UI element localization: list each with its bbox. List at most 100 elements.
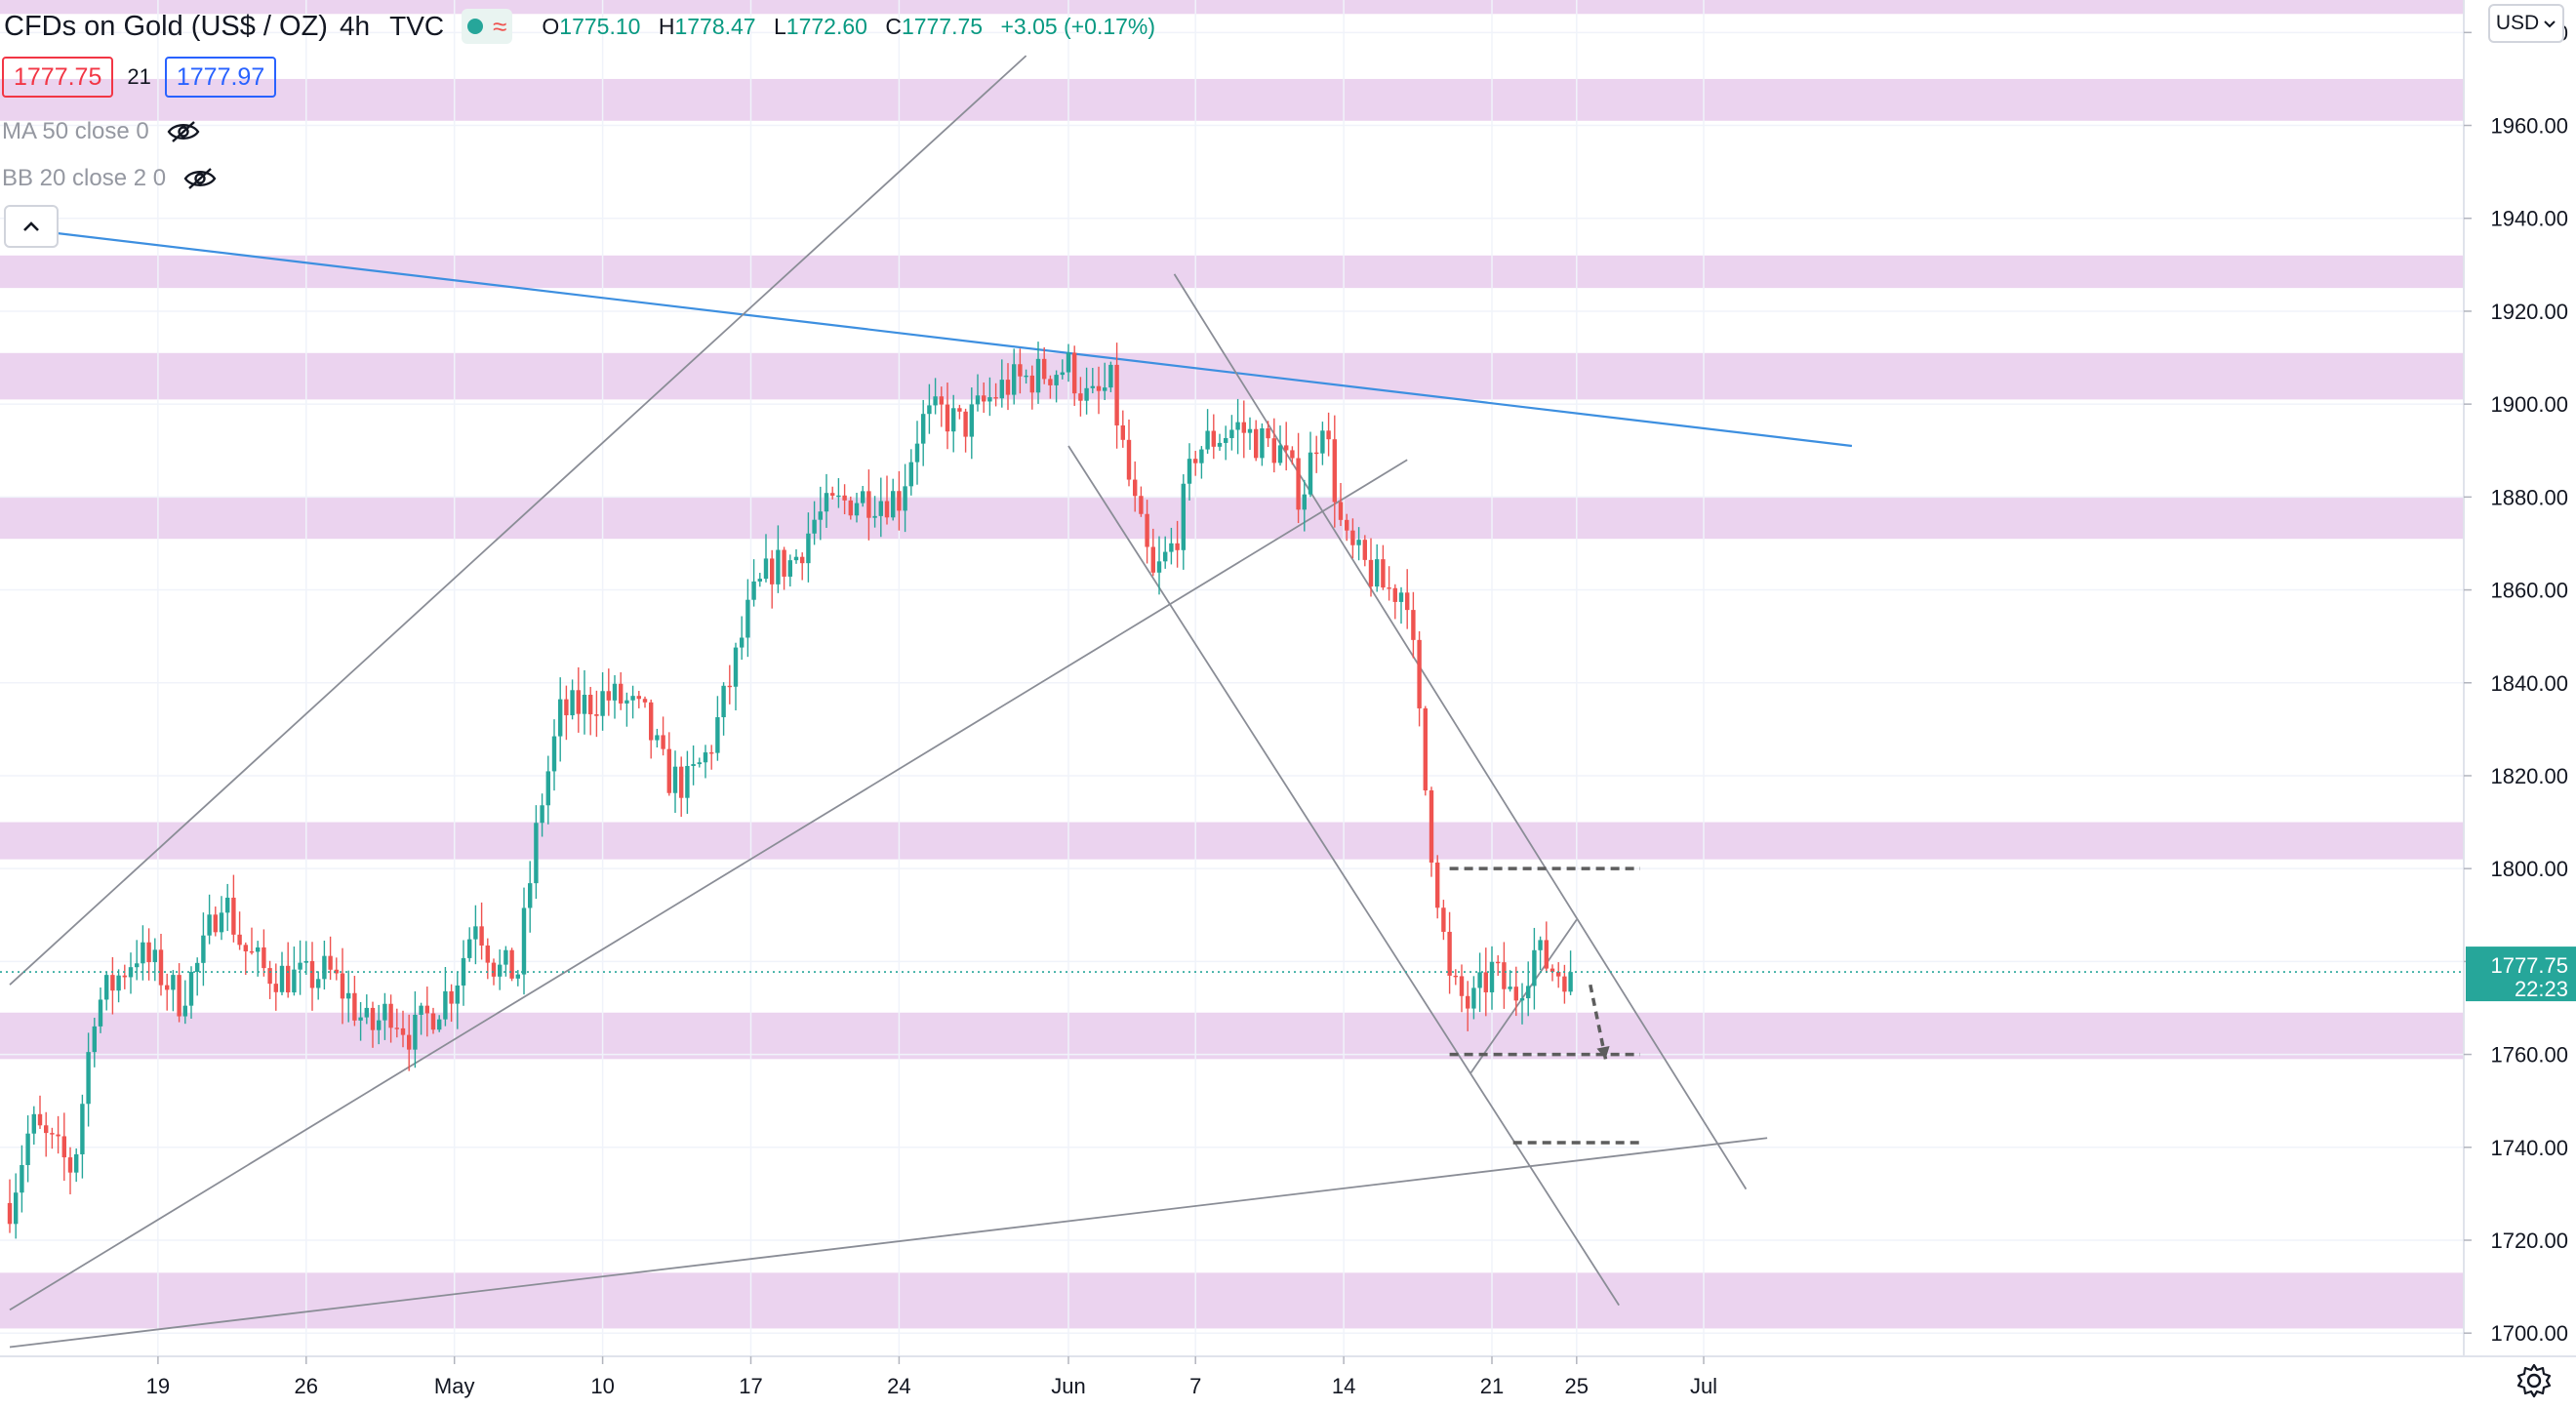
candle[interactable]: [666, 732, 671, 796]
trendline[interactable]: [9, 1137, 1768, 1349]
candle[interactable]: [891, 478, 896, 521]
candle[interactable]: [619, 671, 624, 710]
candle[interactable]: [1211, 414, 1216, 460]
candle[interactable]: [751, 559, 756, 607]
candle[interactable]: [745, 579, 750, 658]
candle[interactable]: [1356, 527, 1361, 561]
trendline[interactable]: [9, 459, 1408, 1311]
candle[interactable]: [685, 750, 690, 815]
candle[interactable]: [1568, 950, 1573, 995]
candle[interactable]: [1193, 451, 1198, 476]
candle[interactable]: [1096, 366, 1102, 415]
candle[interactable]: [818, 486, 823, 541]
candle[interactable]: [1387, 566, 1391, 601]
candle[interactable]: [394, 1008, 399, 1038]
trendline-blue[interactable]: [9, 226, 1853, 448]
candle[interactable]: [1405, 569, 1410, 629]
candle[interactable]: [177, 963, 181, 1023]
candle[interactable]: [37, 1095, 43, 1129]
candle[interactable]: [430, 1007, 436, 1034]
candle[interactable]: [1060, 359, 1065, 380]
candle[interactable]: [1290, 446, 1295, 465]
candle[interactable]: [1477, 952, 1482, 1013]
candle[interactable]: [1241, 400, 1246, 459]
candle[interactable]: [703, 745, 708, 779]
candle[interactable]: [231, 874, 236, 943]
candle[interactable]: [1175, 520, 1180, 568]
candle[interactable]: [92, 1017, 97, 1068]
candle[interactable]: [1090, 368, 1095, 394]
candle[interactable]: [763, 534, 769, 583]
candle[interactable]: [1054, 370, 1059, 403]
candle[interactable]: [31, 1106, 36, 1145]
candle[interactable]: [521, 887, 527, 995]
candle[interactable]: [908, 449, 913, 496]
candle[interactable]: [1302, 479, 1307, 532]
candle[interactable]: [110, 956, 115, 1015]
candle[interactable]: [800, 552, 805, 581]
collapse-legend-button[interactable]: [4, 205, 59, 248]
candle[interactable]: [600, 671, 605, 731]
candle[interactable]: [1417, 630, 1422, 727]
sr-zone[interactable]: [0, 78, 2464, 121]
candle[interactable]: [982, 382, 986, 414]
candle[interactable]: [733, 642, 739, 711]
candle[interactable]: [1381, 544, 1386, 590]
candle[interactable]: [1205, 409, 1210, 454]
candle[interactable]: [455, 972, 460, 1029]
candle[interactable]: [564, 685, 569, 741]
candle[interactable]: [201, 912, 206, 987]
candle[interactable]: [776, 525, 781, 593]
candle[interactable]: [1181, 474, 1186, 570]
candle[interactable]: [1024, 369, 1028, 384]
candle[interactable]: [1029, 365, 1034, 410]
candle[interactable]: [709, 745, 714, 770]
candle[interactable]: [1320, 422, 1325, 465]
candle[interactable]: [25, 1115, 30, 1183]
candle[interactable]: [679, 756, 684, 818]
candle[interactable]: [1277, 425, 1283, 466]
sr-zone[interactable]: [0, 352, 2464, 400]
candle[interactable]: [1519, 983, 1525, 1025]
candle[interactable]: [449, 984, 454, 1023]
candle[interactable]: [757, 573, 762, 587]
candle[interactable]: [606, 668, 611, 716]
candle[interactable]: [122, 964, 127, 989]
candle[interactable]: [146, 928, 151, 981]
candle[interactable]: [1556, 962, 1561, 988]
candle[interactable]: [279, 951, 285, 995]
candle[interactable]: [14, 1173, 19, 1239]
buy-price-button[interactable]: 1777.97: [164, 57, 277, 98]
candle[interactable]: [50, 1127, 55, 1149]
candle[interactable]: [56, 1115, 60, 1154]
sr-zone[interactable]: [0, 497, 2464, 540]
candle[interactable]: [1217, 433, 1223, 451]
candle[interactable]: [1513, 966, 1518, 1017]
candle[interactable]: [352, 976, 357, 1027]
candle[interactable]: [1398, 586, 1404, 624]
candle[interactable]: [407, 1014, 412, 1071]
sr-zone[interactable]: [0, 822, 2464, 860]
candle[interactable]: [1048, 375, 1053, 399]
candle[interactable]: [1066, 343, 1071, 383]
candle[interactable]: [540, 793, 544, 837]
candle[interactable]: [1332, 415, 1337, 528]
candle[interactable]: [44, 1111, 49, 1157]
candle[interactable]: [951, 394, 956, 453]
candle[interactable]: [1489, 946, 1495, 1010]
candle[interactable]: [364, 994, 369, 1025]
candle[interactable]: [545, 755, 550, 825]
currency-selector[interactable]: USD: [2488, 4, 2564, 43]
candle[interactable]: [309, 942, 315, 1011]
candle[interactable]: [1375, 544, 1380, 592]
candle[interactable]: [328, 936, 333, 981]
candle[interactable]: [473, 905, 478, 965]
candle[interactable]: [740, 616, 745, 661]
candle[interactable]: [872, 496, 877, 528]
candle[interactable]: [793, 548, 799, 564]
candle[interactable]: [104, 971, 109, 1011]
candle[interactable]: [400, 1010, 406, 1048]
candle[interactable]: [933, 378, 938, 415]
candle[interactable]: [1466, 981, 1470, 1031]
candle[interactable]: [551, 719, 557, 791]
